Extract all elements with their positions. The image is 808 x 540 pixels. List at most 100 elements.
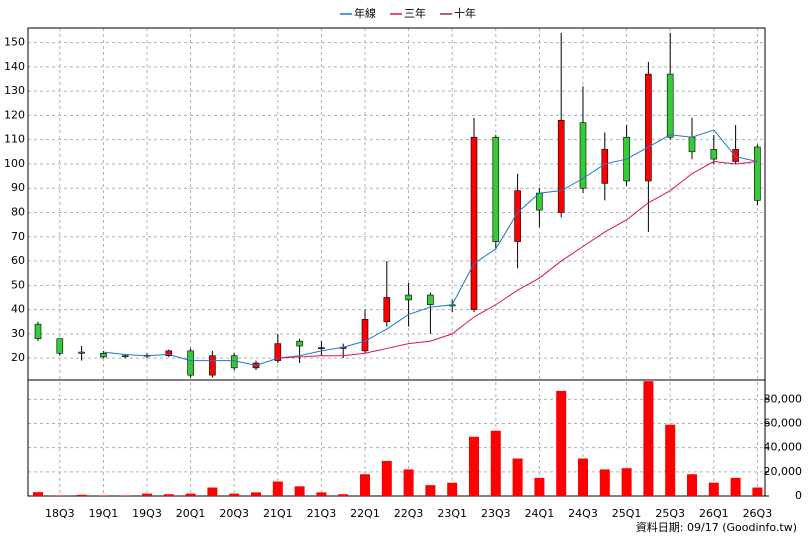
volume-bar	[381, 460, 392, 496]
y-tick-label: 70	[11, 230, 25, 243]
y2-tick-label: 0	[795, 489, 802, 502]
volume-bar	[272, 481, 283, 496]
volume-bar	[490, 430, 501, 496]
x-tick-label: 22Q1	[350, 507, 380, 520]
candle-body	[710, 149, 718, 160]
volume-bar	[665, 424, 676, 496]
candle-body	[645, 73, 652, 182]
volume-bar	[360, 474, 370, 496]
volume-bar	[403, 469, 414, 496]
x-tick-label: 23Q1	[437, 507, 467, 520]
volume-bar	[447, 482, 458, 496]
volume-bar	[251, 492, 261, 496]
x-tick-label: 21Q1	[263, 507, 293, 520]
candle-body	[100, 352, 107, 358]
candle-body	[514, 190, 521, 242]
candle-body	[427, 294, 434, 306]
x-tick-label: 19Q1	[89, 507, 119, 520]
volume-bar	[316, 492, 327, 496]
y-tick-label: 30	[11, 327, 25, 340]
volume-bar	[229, 493, 240, 496]
y-tick-label: 110	[4, 133, 25, 146]
y-tick-label: 130	[4, 84, 25, 97]
x-tick-label: 22Q3	[394, 507, 424, 520]
candle-body	[274, 343, 282, 361]
candle-body	[318, 347, 325, 350]
ma-line	[277, 161, 758, 359]
candle-body	[666, 73, 674, 138]
volume-bar	[752, 487, 763, 496]
volume-bar	[142, 493, 152, 496]
candle-body	[361, 319, 369, 352]
footnote: 資料日期: 09/17 (Goodinfo.tw)	[636, 520, 797, 534]
candle-body	[579, 122, 587, 189]
candle-body	[209, 355, 216, 376]
candle-body	[78, 351, 85, 354]
y-tick-label: 150	[4, 36, 25, 49]
legend-label: 十年	[454, 6, 476, 20]
y-tick-label: 40	[11, 303, 25, 316]
volume-bar	[578, 458, 588, 496]
volume-bar	[599, 469, 610, 496]
volume-bar	[294, 486, 305, 496]
candle-body	[34, 323, 42, 340]
volume-bar	[33, 492, 43, 496]
candle-body	[557, 119, 565, 213]
x-tick-label: 18Q3	[45, 507, 75, 520]
candle-body	[405, 294, 412, 301]
x-tick-label: 26Q3	[743, 507, 773, 520]
candle-body	[470, 136, 478, 310]
legend-label: 三年	[404, 6, 426, 20]
volume-bar	[185, 493, 196, 496]
candle-body	[383, 297, 391, 323]
volume-bar	[425, 485, 436, 496]
volume-bar	[556, 390, 567, 496]
volume-bar	[163, 494, 174, 496]
candle-body	[492, 136, 500, 242]
volume-bar	[730, 477, 741, 496]
y-tick-label: 50	[11, 278, 25, 291]
volume-panel	[27, 379, 766, 497]
y2-tick-label: 40,000	[764, 441, 803, 454]
x-tick-label: 21Q3	[307, 507, 337, 520]
volume-bar	[120, 495, 131, 496]
volume-bar	[687, 474, 697, 496]
y-tick-label: 20	[11, 351, 25, 364]
x-tick-label: 26Q1	[699, 507, 729, 520]
volume-bar	[643, 381, 654, 496]
y-tick-label: 140	[4, 60, 25, 73]
candle-body	[601, 149, 609, 184]
x-tick-label: 23Q3	[481, 507, 511, 520]
candle-body	[296, 340, 303, 347]
x-tick-label: 25Q3	[655, 507, 685, 520]
volume-bar	[512, 458, 523, 496]
y-tick-label: 80	[11, 205, 25, 218]
volume-bar	[338, 494, 349, 496]
x-tick-label: 20Q1	[176, 507, 206, 520]
y2-tick-label: 80,000	[764, 392, 803, 405]
x-tick-label: 20Q3	[219, 507, 249, 520]
x-tick-label: 24Q3	[568, 507, 598, 520]
y-tick-label: 120	[4, 108, 25, 121]
x-tick-label: 24Q1	[525, 507, 555, 520]
candle-body	[187, 350, 194, 376]
x-tick-label: 19Q3	[132, 507, 162, 520]
candle-body	[688, 136, 696, 153]
y2-tick-label: 20,000	[764, 465, 803, 478]
candle-body	[732, 149, 739, 162]
y-tick-label: 60	[11, 254, 25, 267]
y-tick-label: 100	[4, 157, 25, 170]
candle-body	[230, 355, 238, 369]
volume-bar	[207, 487, 218, 496]
legend-label: 年線	[354, 6, 376, 20]
volume-bar	[54, 495, 65, 496]
volume-bar	[76, 494, 87, 496]
volume-bar	[98, 495, 109, 496]
y2-tick-label: 60,000	[764, 417, 803, 430]
ma-line	[103, 129, 758, 366]
candle-body	[754, 146, 761, 201]
volume-bar	[469, 436, 479, 496]
candle-body	[121, 355, 129, 358]
